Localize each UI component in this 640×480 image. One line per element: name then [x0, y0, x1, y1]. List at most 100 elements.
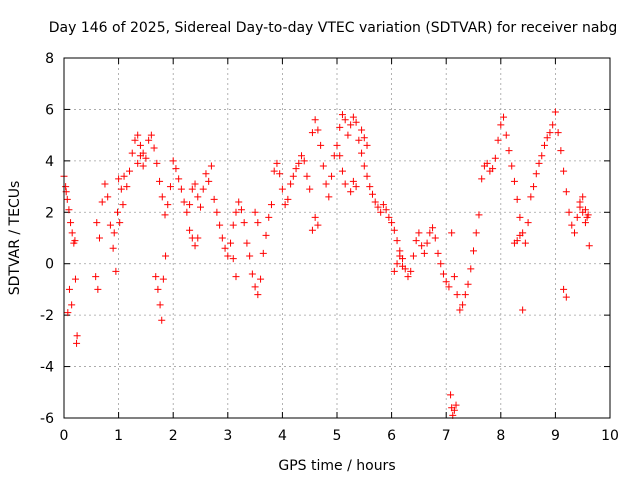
data-point	[186, 226, 194, 234]
data-point	[341, 180, 349, 188]
data-point	[243, 239, 251, 247]
data-point	[281, 201, 289, 209]
data-point	[557, 147, 565, 155]
data-point	[420, 249, 428, 257]
data-point	[308, 226, 316, 234]
data-point	[273, 159, 281, 167]
data-point	[540, 141, 548, 149]
data-point	[191, 242, 199, 250]
data-point	[407, 267, 415, 275]
data-point	[453, 291, 461, 299]
data-point	[530, 183, 538, 191]
data-point	[218, 234, 226, 242]
data-point	[128, 149, 136, 157]
data-point	[409, 252, 417, 260]
data-point	[516, 213, 524, 221]
data-point	[216, 221, 224, 229]
data-point	[478, 175, 486, 183]
y-tick-label: 8	[45, 51, 54, 67]
data-point	[287, 180, 295, 188]
data-point	[505, 147, 513, 155]
y-tick-label: -4	[40, 360, 54, 376]
x-tick-label: 5	[333, 428, 342, 444]
data-point	[73, 339, 81, 347]
data-point	[114, 208, 122, 216]
x-tick-label: 6	[387, 428, 396, 444]
x-axis-label: GPS time / hours	[278, 458, 395, 474]
data-point	[270, 167, 278, 175]
data-point	[319, 162, 327, 170]
data-point	[251, 283, 259, 291]
data-point	[434, 249, 442, 257]
data-point	[328, 172, 336, 180]
data-point	[489, 165, 497, 173]
data-point	[177, 185, 185, 193]
data-point	[459, 301, 467, 309]
data-point	[452, 401, 460, 409]
data-point	[166, 183, 174, 191]
data-point	[543, 134, 551, 142]
data-point	[510, 177, 518, 185]
data-point	[139, 162, 147, 170]
data-point	[336, 123, 344, 131]
data-point	[390, 267, 398, 275]
data-point	[399, 262, 407, 270]
data-point	[358, 126, 366, 134]
data-point	[483, 159, 491, 167]
data-point	[581, 219, 589, 227]
y-tick-label: 0	[45, 257, 54, 273]
data-point	[538, 152, 546, 160]
data-point	[235, 198, 243, 206]
x-tick-label: 3	[223, 428, 232, 444]
data-point	[110, 229, 118, 237]
data-point	[265, 213, 273, 221]
data-point	[246, 252, 254, 260]
data-point	[119, 201, 127, 209]
data-point	[194, 193, 202, 201]
data-point	[390, 226, 398, 234]
data-point	[134, 159, 142, 167]
data-point	[347, 121, 355, 129]
data-point	[497, 121, 505, 129]
data-point	[240, 219, 248, 227]
data-point	[159, 275, 167, 283]
data-point	[583, 213, 591, 221]
data-point	[363, 141, 371, 149]
x-tick-label: 1	[114, 428, 123, 444]
data-point	[306, 185, 314, 193]
data-point	[104, 193, 112, 201]
data-point	[94, 285, 102, 293]
data-point	[311, 213, 319, 221]
data-point	[262, 231, 270, 239]
data-point	[527, 193, 535, 201]
data-point	[188, 185, 196, 193]
data-point	[303, 172, 311, 180]
data-point	[393, 260, 401, 268]
data-point	[352, 183, 360, 191]
data-point	[227, 239, 235, 247]
data-point	[546, 129, 554, 137]
data-point	[164, 201, 172, 209]
data-point	[500, 113, 508, 121]
data-point	[325, 193, 333, 201]
data-point	[579, 208, 587, 216]
data-point	[254, 291, 262, 299]
data-point	[194, 234, 202, 242]
data-point	[169, 157, 177, 165]
data-point	[183, 208, 191, 216]
data-point	[308, 129, 316, 137]
data-point	[560, 285, 568, 293]
data-point	[224, 252, 232, 260]
data-point	[349, 113, 357, 121]
data-point	[161, 211, 169, 219]
data-point	[491, 154, 499, 162]
data-point	[150, 144, 158, 152]
data-point	[123, 183, 131, 191]
data-point	[154, 285, 162, 293]
data-point	[450, 273, 458, 281]
data-point	[355, 136, 363, 144]
data-point	[63, 195, 71, 203]
x-tick-label: 2	[169, 428, 178, 444]
data-point	[344, 131, 352, 139]
data-point	[352, 118, 360, 126]
